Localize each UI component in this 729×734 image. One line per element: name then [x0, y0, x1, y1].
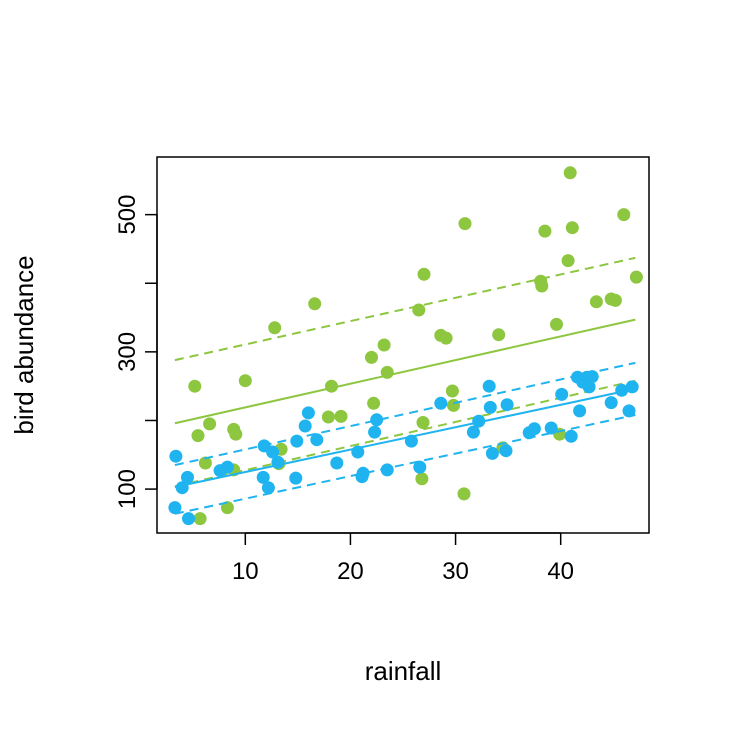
blue-data-point — [582, 380, 596, 394]
green-data-point — [492, 328, 506, 342]
blue-data-point — [485, 446, 499, 460]
green-data-point — [458, 217, 472, 231]
green-data-point — [321, 410, 335, 424]
blue-data-point — [527, 422, 541, 436]
blue-data-point — [182, 512, 195, 526]
green-data-point — [377, 338, 391, 352]
blue-data-point — [564, 429, 578, 443]
green-upper-bound-line — [174, 256, 636, 362]
green-regression-line — [174, 318, 636, 425]
green-data-point — [629, 270, 643, 284]
blue-data-point — [220, 460, 234, 474]
blue-data-point — [256, 470, 270, 484]
green-data-point — [416, 416, 430, 429]
green-data-point — [203, 417, 217, 431]
x-axis: 10 20 30 40 — [232, 532, 574, 585]
blue-data-point — [181, 470, 194, 484]
blue-data-point — [544, 421, 558, 435]
green-data-point — [561, 254, 575, 268]
blue-data-point — [261, 481, 275, 495]
y-tick-label: 100 — [114, 469, 141, 509]
y-tick-label: 500 — [114, 195, 141, 235]
blue-data-point — [370, 413, 384, 427]
blue-data-point — [168, 501, 182, 515]
green-data-point — [415, 472, 429, 486]
green-data-point — [412, 303, 426, 317]
green-data-point — [238, 374, 252, 388]
blue-data-point — [466, 425, 480, 439]
blue-lower-bound-line — [174, 414, 636, 515]
y-axis-title: bird abundance — [9, 255, 39, 434]
blue-data-point — [356, 466, 370, 480]
green-data-point — [535, 279, 549, 293]
blue-data-point — [330, 456, 344, 470]
blue-data-point — [622, 404, 636, 418]
green-data-point — [188, 379, 202, 393]
green-data-point — [220, 501, 234, 515]
blue-data-point — [413, 460, 427, 474]
blue-data-point — [482, 379, 496, 393]
blue-data-point — [289, 471, 303, 485]
green-data-point — [367, 396, 381, 410]
blue-data-point — [615, 383, 629, 397]
blue-data-point — [380, 463, 394, 477]
green-data-point — [617, 208, 631, 222]
green-data-point — [229, 427, 243, 441]
green-data-point — [563, 166, 577, 180]
green-data-point — [191, 429, 205, 443]
green-data-point — [268, 321, 282, 335]
blue-data-point — [573, 404, 587, 418]
green-data-point — [334, 409, 348, 423]
blue-data-point — [434, 396, 448, 410]
blue-data-point — [500, 398, 514, 412]
y-tick-label: 300 — [114, 332, 141, 372]
blue-data-point — [266, 445, 280, 459]
x-tick-label: 40 — [547, 558, 574, 585]
green-data-point — [417, 267, 431, 281]
green-data-point — [193, 512, 207, 526]
blue-data-point — [310, 433, 324, 447]
x-tick-label: 30 — [442, 558, 469, 585]
green-data-point — [589, 295, 603, 309]
green-data-point — [198, 456, 212, 470]
blue-data-point — [604, 396, 618, 410]
green-data-point — [445, 384, 459, 398]
y-axis: 100 300 500 — [114, 195, 158, 509]
green-data-point — [447, 398, 460, 412]
green-data-point — [565, 221, 579, 235]
blue-data-point — [483, 400, 497, 414]
x-tick-label: 10 — [232, 558, 259, 585]
green-data-point — [538, 224, 552, 238]
blue-upper-bound-line — [174, 361, 636, 467]
blue-regression-line — [174, 387, 636, 489]
blue-data-point — [169, 449, 183, 463]
x-axis-title: rainfall — [365, 656, 442, 686]
blue-data-point — [499, 444, 513, 458]
green-data-point — [457, 487, 471, 501]
green-data-point — [365, 350, 378, 364]
blue-data-point — [555, 387, 569, 401]
blue-data-point — [368, 425, 382, 439]
green-data-point — [308, 297, 322, 311]
blue-data-point — [298, 419, 312, 433]
blue-data-point — [290, 434, 304, 448]
x-tick-label: 20 — [337, 558, 364, 585]
green-data-point — [550, 317, 563, 331]
blue-data-point — [301, 406, 315, 420]
plot-area — [168, 166, 643, 526]
green-data-point — [608, 293, 622, 307]
green-data-point — [439, 331, 453, 345]
blue-data-point — [472, 414, 486, 428]
